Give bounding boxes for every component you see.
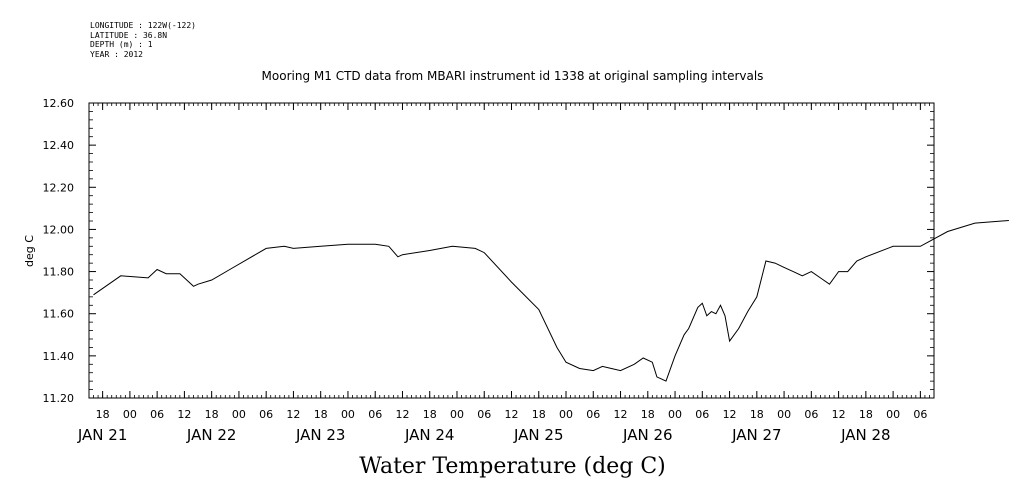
axes-group [88,102,935,399]
x-tick-label: 06 [695,408,709,421]
x-tick-label: 00 [559,408,573,421]
x-tick-label: 06 [368,408,382,421]
x-tick-label: 18 [423,408,437,421]
y-tick-label: 11.20 [43,392,75,405]
x-tick-label: 00 [341,408,355,421]
x-tick-label: 12 [832,408,846,421]
x-tick-label: 12 [614,408,628,421]
ticks-group [88,102,935,399]
metadata-block: LONGITUDE : 122W(-122) LATITUDE : 36.8N … [90,21,196,59]
x-tick-label: 18 [750,408,764,421]
x-tick-label: 00 [450,408,464,421]
chart-title: Mooring M1 CTD data from MBARI instrumen… [261,69,764,83]
y-tick-label: 12.60 [43,97,75,110]
x-tick-label: 00 [668,408,682,421]
y-tick-label: 12.20 [43,181,75,194]
plot-frame [88,102,935,399]
y-tick-label: 11.80 [43,266,75,279]
x-day-label: JAN 27 [731,426,782,444]
x-tick-label: 00 [123,408,137,421]
y-tick-label: 12.00 [43,223,75,236]
x-tick-label: 06 [259,408,273,421]
x-tick-label: 06 [150,408,164,421]
x-tick-label: 00 [777,408,791,421]
y-tick-label: 11.60 [43,308,75,321]
x-tick-label: 12 [723,408,737,421]
x-tick-label: 00 [232,408,246,421]
x-day-label: JAN 28 [840,426,891,444]
x-tick-label: 18 [96,408,110,421]
x-day-label: JAN 22 [186,426,237,444]
x-tick-label: 12 [395,408,409,421]
depth-text: DEPTH (m) : 1 [90,40,153,49]
x-tick-label: 18 [532,408,546,421]
x-tick-label: 06 [913,408,927,421]
x-day-label: JAN 24 [404,426,455,444]
x-day-label: JAN 26 [622,426,673,444]
x-tick-label: 12 [505,408,519,421]
x-axis-label: Water Temperature (deg C) [359,454,666,479]
y-axis-label: deg C [23,235,36,267]
longitude-text: LONGITUDE : 122W(-122) [90,21,196,30]
year-text: YEAR : 2012 [90,49,143,59]
x-tick-label: 06 [804,408,818,421]
x-day-label: JAN 21 [77,426,128,444]
x-tick-label: 06 [586,408,600,421]
x-tick-label: 06 [477,408,491,421]
x-tick-label: 18 [859,408,873,421]
x-day-label: JAN 25 [513,426,564,444]
y-tick-label: 11.40 [43,350,75,363]
series-group [93,219,1009,382]
x-tick-label: 12 [286,408,300,421]
y-tick-label: 12.40 [43,139,75,152]
x-tick-label: 18 [205,408,219,421]
x-tick-label: 18 [314,408,328,421]
x-tick-label: 00 [886,408,900,421]
latitude-text: LATITUDE : 36.8N [90,30,168,40]
series-line [93,219,1009,382]
x-tick-label: 18 [641,408,655,421]
x-tick-label: 12 [177,408,191,421]
x-day-label: JAN 23 [295,426,346,444]
labels-group: 18 00 06 12 18 00 06 12 18 00 06 12 18 00 06 12 18 00 06 12… [43,97,928,444]
